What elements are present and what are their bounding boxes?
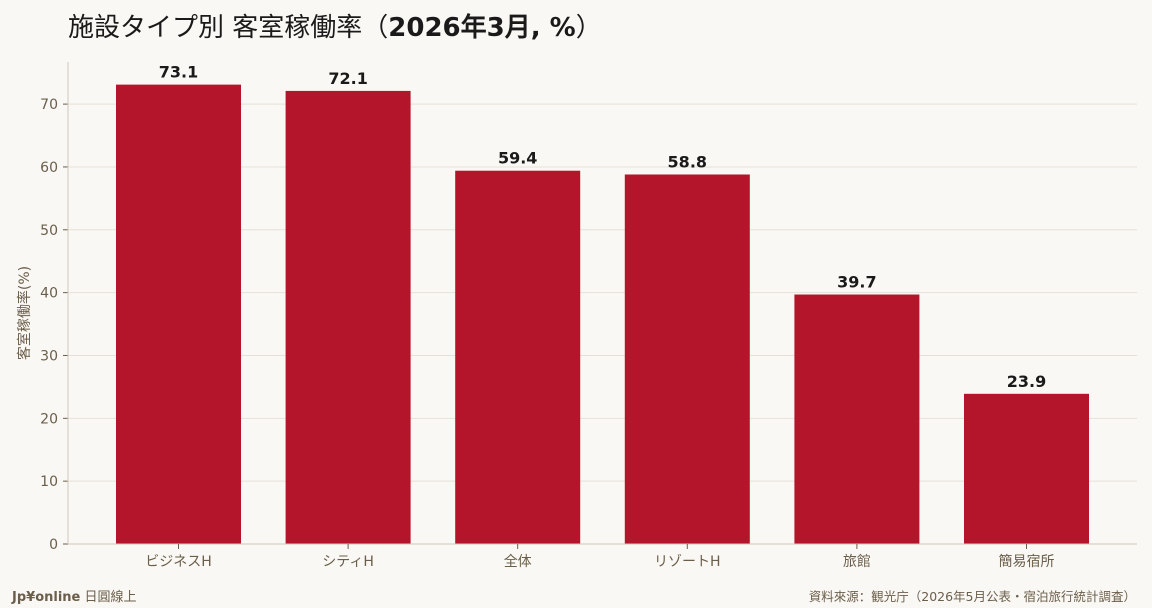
bar-value-label: 59.4 <box>498 149 537 168</box>
bar <box>964 393 1089 544</box>
y-tick-label: 50 <box>40 223 58 239</box>
chart-title-bold: 2026年3月, % <box>388 13 576 43</box>
y-tick-label: 30 <box>40 348 58 364</box>
x-tick-label: 全体 <box>504 553 532 570</box>
bars <box>116 84 1089 545</box>
x-tick-label: 簡易宿所 <box>999 553 1055 570</box>
brand-name: Jp¥online <box>12 590 81 605</box>
x-tick-label: ビジネスH <box>145 554 212 570</box>
bar-value-label: 39.7 <box>837 273 876 292</box>
bar-value-label: 72.1 <box>328 69 367 88</box>
chart-title-prefix: 施設タイプ別 客室稼働率（ <box>68 13 389 43</box>
bar-value-label: 23.9 <box>1007 372 1046 391</box>
brand-subtitle: 日圓線上 <box>84 590 137 605</box>
brand: Jp¥online 日圓線上 <box>12 586 137 605</box>
y-tick-label: 20 <box>40 411 58 427</box>
x-tick-label: 旅館 <box>843 553 871 570</box>
x-tick-label: シティH <box>322 554 374 570</box>
bar <box>116 84 241 545</box>
value-labels: 73.1 72.1 59.4 58.8 39.7 23.9 <box>159 63 1046 391</box>
chart-title: 施設タイプ別 客室稼働率（2026年3月, %） <box>68 10 602 46</box>
bar-value-label: 58.8 <box>668 152 707 171</box>
source-note: 資料來源：観光庁（2026年5月公表・宿泊旅行統計調査） <box>808 589 1136 604</box>
chart-title-suffix: ） <box>575 13 602 43</box>
y-tick-label: 70 <box>40 97 58 113</box>
axes: 0 10 20 30 40 50 60 70 客室稼働率(%) ビジネスH シティH 全体 リゾートH 旅… <box>16 62 1137 570</box>
y-tick-label: 60 <box>40 160 58 176</box>
y-tick-label: 40 <box>40 286 58 302</box>
bar <box>624 174 750 544</box>
x-tick-label: リゾートH <box>654 554 721 570</box>
gridlines <box>68 103 1137 482</box>
y-tick-label: 10 <box>40 474 58 490</box>
y-tick-label: 0 <box>49 537 58 553</box>
bar <box>794 294 920 544</box>
bar <box>285 90 411 544</box>
y-axis-label: 客室稼働率(%) <box>16 266 33 360</box>
bar <box>455 170 581 544</box>
bar-value-label: 73.1 <box>159 63 198 82</box>
